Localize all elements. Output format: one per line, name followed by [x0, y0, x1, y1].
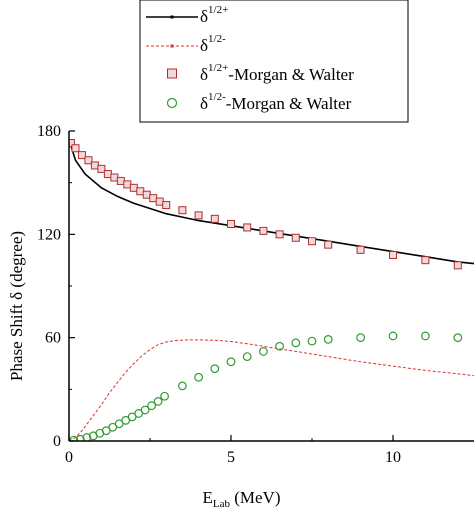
legend-entry-label: δ1/2+-Morgan & Walter — [200, 62, 354, 84]
morgan-walter-minus-point — [307, 336, 317, 346]
morgan-walter-minus-point — [210, 364, 220, 374]
morgan-walter-plus-point — [421, 256, 430, 265]
morgan-walter-minus-point — [82, 433, 92, 441]
morgan-walter-plus-point — [155, 197, 164, 206]
morgan-walter-minus-point — [69, 435, 79, 441]
morgan-walter-minus-point — [226, 357, 236, 367]
plot-area — [69, 139, 474, 441]
morgan-walter-plus-point — [356, 245, 365, 254]
y-axis-title: Phase Shift δ (degree) — [7, 231, 26, 381]
legend-box — [139, 0, 409, 123]
morgan-walter-plus-point — [194, 211, 203, 220]
delta-plus-curve — [69, 144, 474, 265]
legend: δ1/2+ δ1/2- δ1/2+-Morgan & Walter δ1/2--Mor… — [139, 0, 409, 123]
morgan-walter-plus-point — [84, 156, 93, 165]
morgan-walter-plus-point — [210, 214, 219, 223]
morgan-walter-plus-point — [136, 187, 145, 196]
morgan-walter-minus-point — [242, 352, 252, 362]
plot-content — [69, 139, 474, 441]
morgan-walter-minus-point — [421, 331, 430, 341]
morgan-walter-plus-point — [116, 176, 125, 185]
y-tick-label: 120 — [37, 226, 61, 243]
legend-circle-marker — [166, 97, 178, 109]
morgan-walter-plus-point — [162, 201, 171, 210]
x-tick-label: 10 — [385, 449, 401, 466]
morgan-walter-minus-point — [160, 391, 169, 401]
morgan-walter-minus-point — [388, 331, 398, 341]
y-tick-label: 60 — [45, 330, 61, 347]
morgan-walter-minus-point — [153, 396, 163, 406]
x-tick-label: 5 — [227, 449, 235, 466]
morgan-walter-plus-point — [308, 237, 316, 246]
morgan-walter-minus-point — [177, 381, 187, 391]
y-tick-label: 180 — [37, 123, 61, 140]
axes: 0 60 120 180 0 5 10 ELab (MeV) Phase Shift δ (de… — [7, 123, 474, 510]
morgan-walter-plus-point — [142, 190, 151, 199]
legend-entry-label: δ1/2--Morgan & Walter — [200, 91, 352, 113]
morgan-walter-plus-point — [69, 139, 75, 148]
y-tick-label: 0 — [53, 433, 61, 450]
x-axis-title: ELab (MeV) — [202, 488, 280, 510]
morgan-walter-minus-point — [275, 341, 285, 351]
legend-marker-minus — [170, 44, 174, 48]
morgan-walter-plus-point — [275, 230, 284, 239]
morgan-walter-plus-point — [291, 233, 300, 242]
delta-minus-curve — [69, 339, 474, 441]
x-tick-label: 0 — [65, 449, 73, 466]
legend-entry-label: δ1/2- — [200, 33, 226, 55]
morgan-walter-plus-point — [227, 220, 235, 228]
morgan-walter-minus-point — [194, 372, 204, 382]
morgan-walter-plus-point — [324, 240, 333, 249]
morgan-walter-minus-point — [147, 401, 157, 411]
legend-square-marker — [167, 68, 177, 79]
morgan-walter-plus-point — [259, 226, 268, 235]
morgan-walter-plus-point — [97, 164, 106, 173]
morgan-walter-minus-point — [75, 434, 85, 441]
morgan-walter-plus-point — [90, 161, 99, 170]
morgan-walter-plus-point — [77, 151, 86, 160]
morgan-walter-plus-point — [103, 170, 112, 179]
morgan-walter-plus-point — [453, 261, 462, 270]
morgan-walter-plus-point — [243, 223, 252, 232]
morgan-walter-minus-point — [453, 333, 463, 343]
morgan-walter-minus-point — [140, 405, 150, 415]
morgan-walter-plus-point — [129, 183, 138, 192]
morgan-walter-minus-point — [291, 338, 301, 348]
legend-marker-plus — [170, 15, 174, 19]
morgan-walter-plus-point — [123, 180, 132, 189]
morgan-walter-plus-point — [149, 194, 158, 203]
morgan-walter-minus-point — [323, 334, 333, 344]
morgan-walter-plus-point — [178, 206, 187, 215]
morgan-walter-plus-point — [110, 173, 119, 182]
morgan-walter-plus-point — [71, 144, 80, 153]
morgan-walter-minus-point — [356, 333, 366, 343]
morgan-walter-plus-point — [389, 251, 397, 259]
morgan-walter-minus-point — [259, 347, 268, 356]
legend-entry-label: δ1/2+ — [200, 4, 228, 26]
